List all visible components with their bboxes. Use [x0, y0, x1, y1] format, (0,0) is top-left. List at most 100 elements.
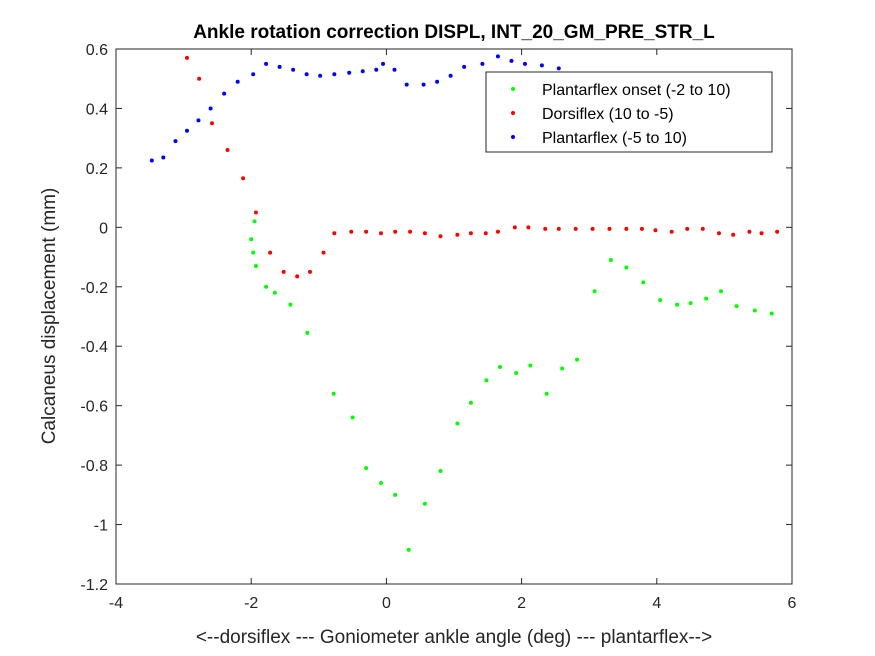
y-tick-label: 0.2 — [86, 161, 108, 178]
y-tick-label: -0.6 — [80, 399, 108, 416]
plantarflex-onset-point — [544, 391, 549, 396]
dorsiflex-point — [422, 231, 427, 236]
plantarflex-point — [235, 79, 240, 84]
dorsiflex-point — [483, 231, 488, 236]
dorsiflex-point — [653, 228, 658, 233]
plantarflex-point — [196, 118, 201, 123]
plantarflex-onset-point — [264, 284, 269, 289]
plantarflex-onset-point — [658, 298, 663, 303]
plantarflex-point — [251, 72, 256, 77]
x-tick-label: 2 — [517, 595, 526, 612]
plantarflex-onset-point — [350, 415, 355, 420]
plantarflex-onset-point — [331, 391, 336, 396]
dorsiflex-point — [209, 121, 214, 126]
plantarflex-point — [264, 61, 269, 66]
plantarflex-onset-point — [752, 308, 757, 313]
plantarflex-point — [318, 73, 323, 78]
legend-label-plantarflex-onset: Plantarflex onset (-2 to 10) — [542, 82, 731, 99]
plantarflex-point — [149, 158, 154, 163]
plantarflex-onset-point — [253, 263, 258, 268]
plantarflex-onset-point — [688, 301, 693, 306]
dorsiflex-point — [526, 225, 531, 230]
plantarflex-onset-point — [364, 466, 369, 471]
y-tick-label: 0 — [99, 220, 108, 237]
dorsiflex-point — [731, 232, 736, 237]
dorsiflex-point — [253, 210, 258, 215]
plantarflex-point — [480, 61, 485, 66]
legend: Plantarflex onset (-2 to 10) Dorsiflex (… — [485, 71, 773, 153]
legend-marker-plantarflex-onset — [511, 87, 515, 91]
legend-label-plantarflex: Plantarflex (-5 to 10) — [542, 130, 687, 147]
dorsiflex-point — [639, 226, 644, 231]
plantarflex-point — [404, 82, 409, 87]
plantarflex-onset-point — [624, 265, 629, 270]
dorsiflex-point — [512, 225, 517, 230]
plantarflex-onset-point — [497, 365, 502, 370]
dorsiflex-point — [295, 274, 300, 279]
axes — [115, 48, 793, 585]
dorsiflex-point — [184, 55, 189, 60]
dorsiflex-point — [308, 269, 313, 274]
plantarflex-onset-point — [393, 492, 398, 497]
dorsiflex-point — [438, 234, 443, 239]
plantarflex-point — [421, 82, 426, 87]
chart-title: Ankle rotation correction DISPL, INT_20_… — [193, 22, 715, 43]
plantarflex-onset-point — [528, 363, 533, 368]
dorsiflex-point — [455, 232, 460, 237]
plantarflex-onset-point — [438, 469, 443, 474]
dorsiflex-point — [495, 229, 500, 234]
plantarflex-point — [360, 69, 365, 74]
legend-box — [485, 71, 773, 153]
dorsiflex-point — [747, 229, 752, 234]
plantarflex-point — [556, 66, 561, 71]
y-axis-ticks: -1.2 -1 -0.8 -0.6 -0.4 -0.2 0 0.2 0.4 0.6 — [80, 42, 792, 594]
y-axis-label: Calcaneus displacement (mm) — [39, 188, 60, 445]
dorsiflex-point — [225, 148, 230, 153]
dorsiflex-point — [332, 231, 337, 236]
x-tick-label: -4 — [109, 595, 123, 612]
dorsiflex-point — [607, 226, 612, 231]
dorsiflex-point — [281, 269, 286, 274]
dorsiflex-point — [590, 226, 595, 231]
plantarflex-onset-point — [769, 311, 774, 316]
legend-marker-dorsiflex — [511, 111, 515, 115]
plantarflex-point — [222, 91, 227, 96]
x-axis-label: <--dorsiflex --- Goniometer ankle angle … — [196, 627, 712, 648]
plantarflex-point — [539, 63, 544, 68]
legend-label-dorsiflex: Dorsiflex (10 to -5) — [542, 106, 674, 123]
plantarflex-onset-point — [641, 280, 646, 285]
plantarflex-onset-point — [468, 400, 473, 405]
y-tick-label: -1 — [94, 518, 108, 535]
y-tick-label: -0.8 — [80, 458, 108, 475]
plantarflex-point — [495, 54, 500, 59]
plantarflex-onset-point — [272, 290, 277, 295]
plantarflex-onset-point — [592, 289, 597, 294]
axes-box — [115, 48, 793, 585]
plantarflex-point — [347, 70, 352, 75]
plantarflex-point — [435, 79, 440, 84]
x-tick-label: 4 — [652, 595, 661, 612]
x-tick-label: 0 — [382, 595, 391, 612]
plantarflex-onset-point — [514, 370, 519, 375]
plantarflex-onset-point — [305, 330, 310, 335]
dorsiflex-point — [349, 229, 354, 234]
plantarflex-onset-point — [251, 250, 256, 255]
dorsiflex-point — [700, 226, 705, 231]
x-tick-label: -2 — [244, 595, 258, 612]
plantarflex-onset-point — [719, 289, 724, 294]
dorsiflex-point — [408, 229, 413, 234]
x-axis-ticks: -4 -2 0 2 4 6 — [109, 49, 797, 612]
plantarflex-point — [448, 73, 453, 78]
series-dorsiflex — [184, 55, 780, 279]
plantarflex-onset-point — [675, 302, 680, 307]
plantarflex-onset-point — [484, 378, 489, 383]
plantarflex-onset-point — [704, 296, 709, 301]
plantarflex-onset-point — [560, 366, 565, 371]
dorsiflex-point — [775, 229, 780, 234]
plantarflex-point — [291, 67, 296, 72]
y-tick-label: -0.4 — [80, 339, 108, 356]
dorsiflex-point — [624, 226, 629, 231]
dorsiflex-point — [759, 231, 764, 236]
plantarflex-onset-point — [249, 237, 254, 242]
